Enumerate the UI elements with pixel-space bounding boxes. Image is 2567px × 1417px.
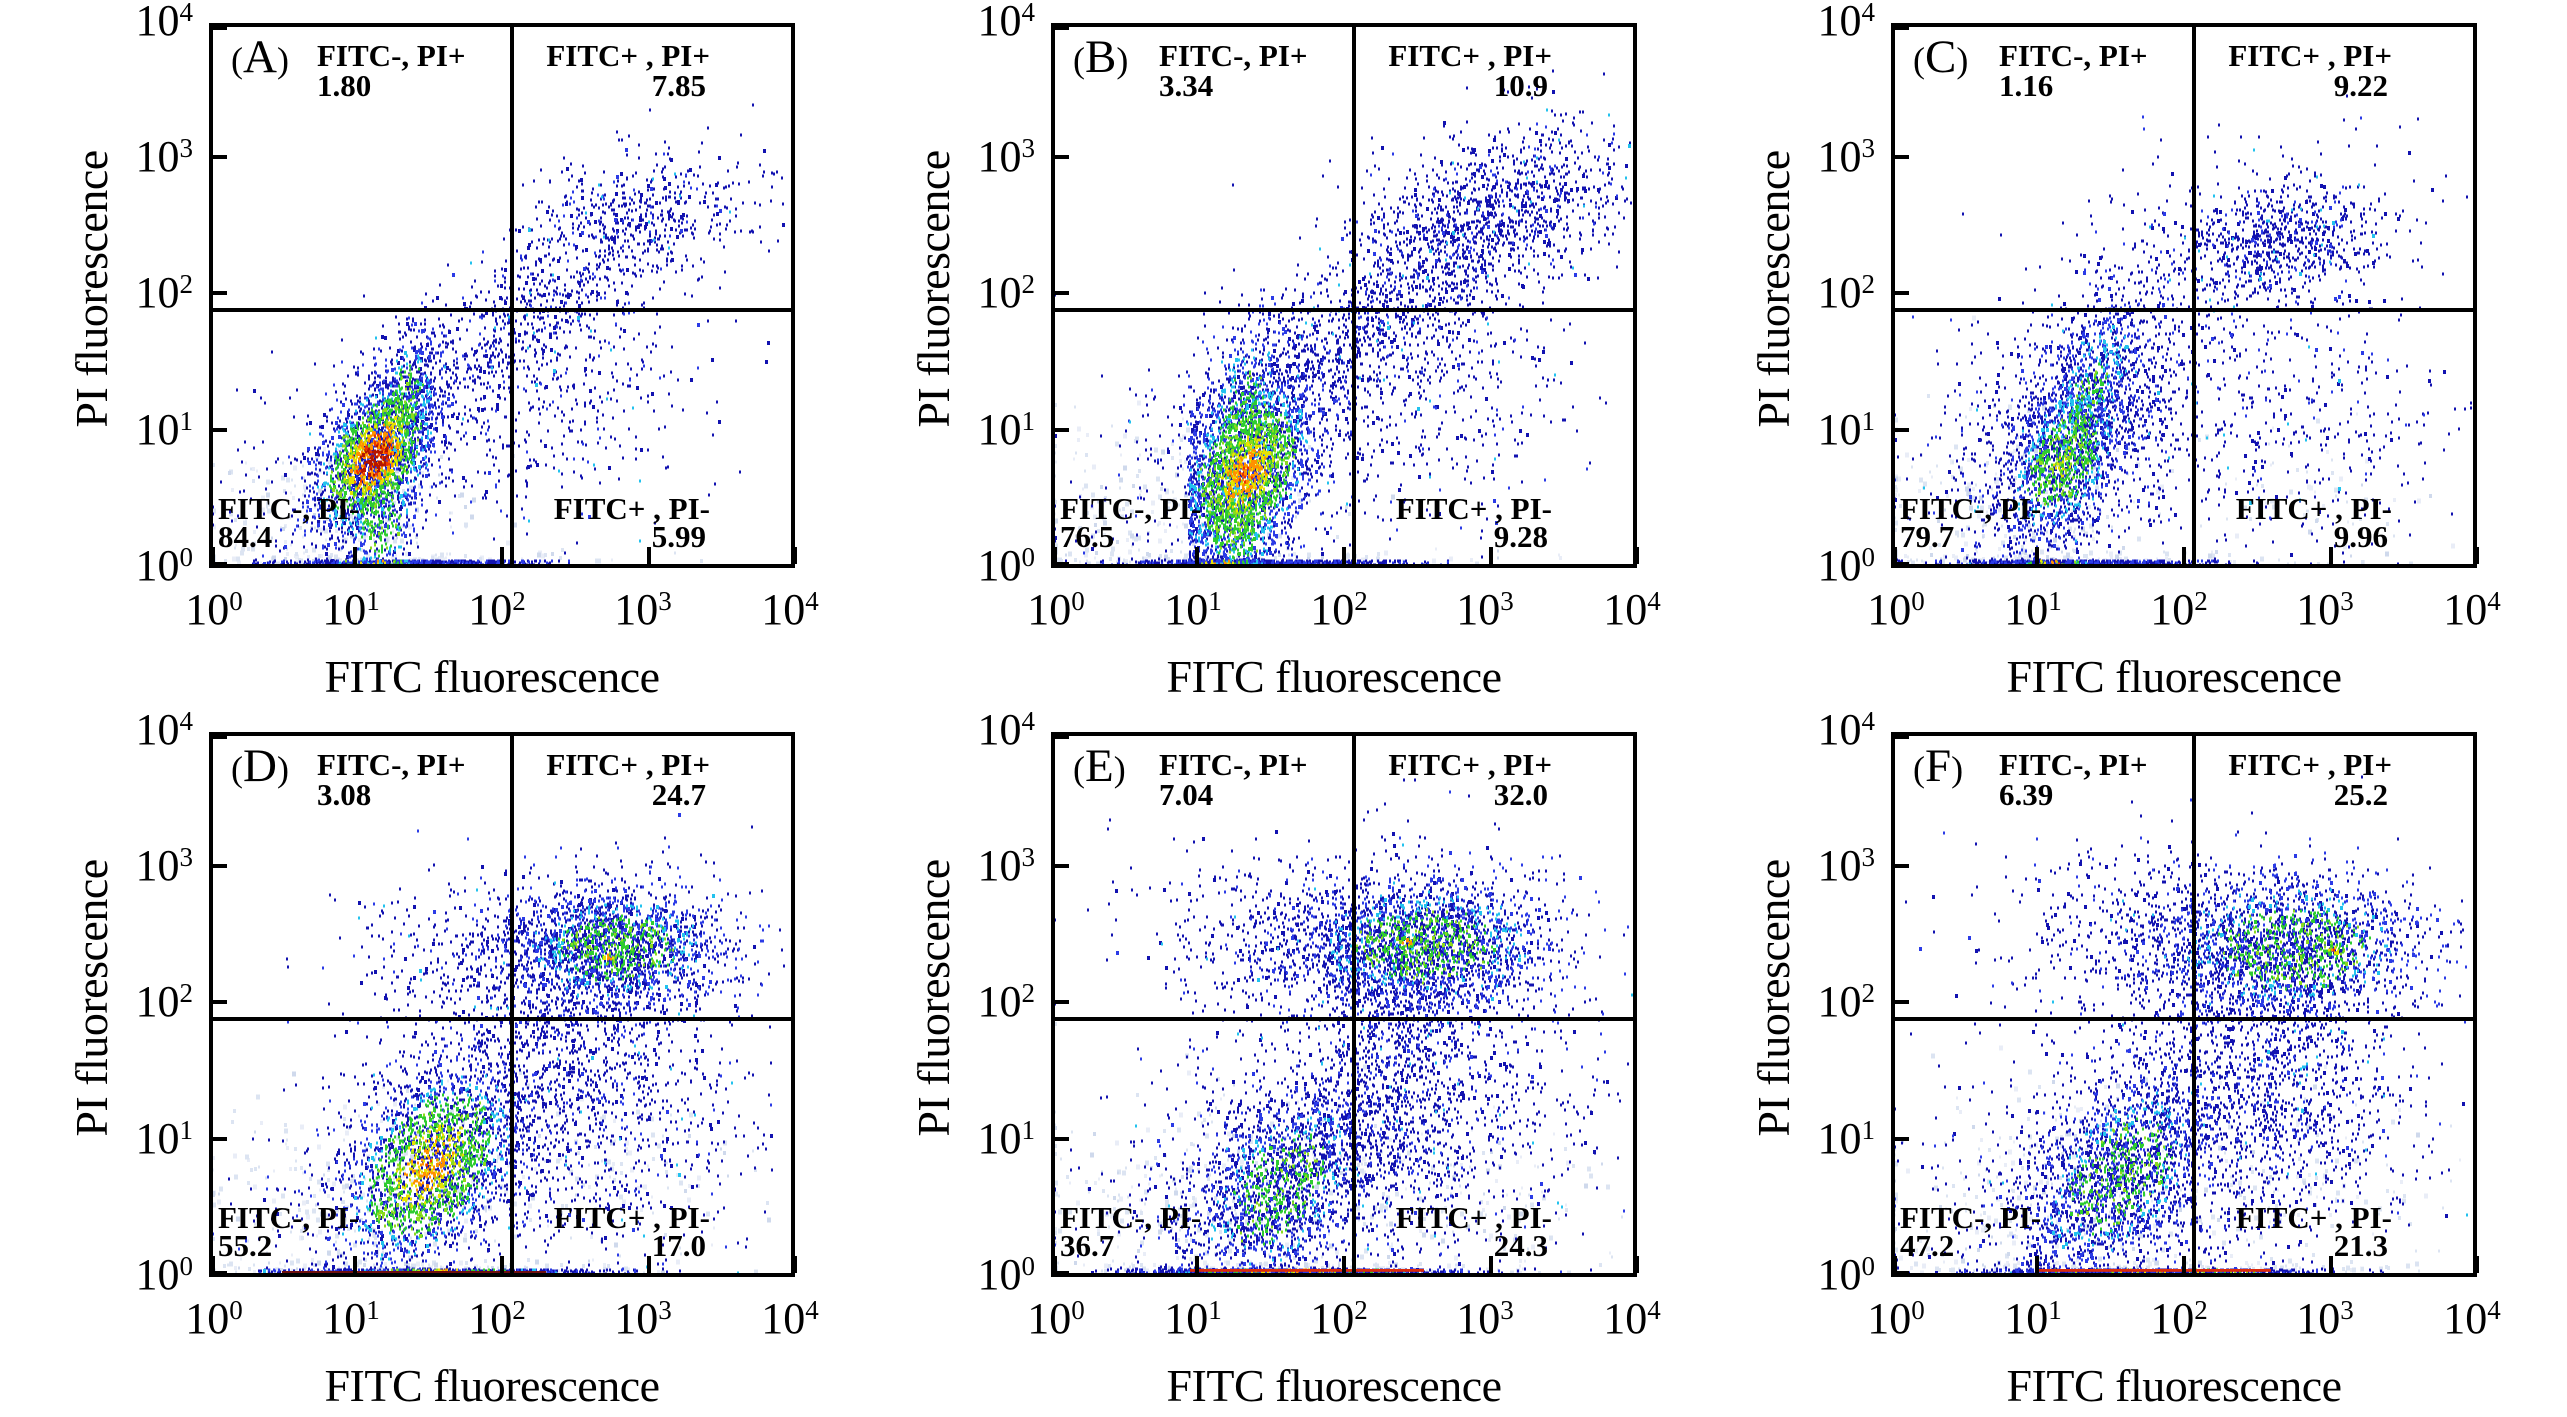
svg-text:FITC+ , PI-: FITC+ , PI- (2236, 491, 2392, 526)
svg-text:3.34: 3.34 (1159, 68, 1213, 103)
svg-text:PI fluorescence: PI fluorescence (66, 150, 117, 427)
svg-text:FITC+ , PI+: FITC+ , PI+ (546, 38, 710, 73)
svg-text:FITC+ , PI+: FITC+ , PI+ (2228, 38, 2392, 73)
svg-text:55.2: 55.2 (218, 1228, 272, 1263)
svg-text:102: 102 (468, 585, 526, 634)
svg-text:(E): (E) (1073, 740, 1126, 792)
svg-text:32.0: 32.0 (1494, 777, 1548, 812)
svg-text:FITC+ , PI-: FITC+ , PI- (1396, 491, 1552, 526)
svg-text:5.99: 5.99 (652, 519, 706, 554)
svg-text:FITC+ , PI+: FITC+ , PI+ (1388, 747, 1552, 782)
svg-text:(F): (F) (1913, 740, 1963, 792)
svg-text:103: 103 (1456, 585, 1514, 634)
svg-text:103: 103 (136, 841, 194, 890)
svg-text:FITC+ , PI+: FITC+ , PI+ (546, 747, 710, 782)
svg-text:FITC+ , PI-: FITC+ , PI- (1396, 1200, 1552, 1235)
svg-text:FITC-, PI+: FITC-, PI+ (1159, 747, 1308, 782)
svg-text:104: 104 (1603, 1294, 1661, 1343)
svg-text:FITC fluorescence: FITC fluorescence (324, 1360, 659, 1411)
svg-text:PI fluorescence: PI fluorescence (908, 150, 959, 427)
svg-text:36.7: 36.7 (1060, 1228, 1114, 1263)
svg-text:FITC fluorescence: FITC fluorescence (1166, 1360, 1501, 1411)
svg-text:104: 104 (136, 705, 194, 754)
svg-text:84.4: 84.4 (218, 519, 272, 554)
svg-text:47.2: 47.2 (1900, 1228, 1954, 1263)
svg-text:6.39: 6.39 (1999, 777, 2053, 812)
svg-text:PI fluorescence: PI fluorescence (1748, 150, 1799, 427)
svg-text:24.7: 24.7 (652, 777, 706, 812)
svg-text:9.22: 9.22 (2334, 68, 2388, 103)
svg-text:FITC-, PI-: FITC-, PI- (1900, 1200, 2041, 1235)
svg-text:25.2: 25.2 (2334, 777, 2388, 812)
svg-text:103: 103 (978, 132, 1036, 181)
svg-text:100: 100 (136, 541, 194, 590)
svg-text:FITC-, PI-: FITC-, PI- (1060, 491, 1201, 526)
svg-text:FITC fluorescence: FITC fluorescence (2006, 651, 2341, 702)
svg-text:3.08: 3.08 (317, 777, 371, 812)
svg-text:104: 104 (136, 0, 194, 45)
svg-text:FITC+ , PI-: FITC+ , PI- (554, 491, 710, 526)
svg-text:76.5: 76.5 (1060, 519, 1114, 554)
svg-text:102: 102 (2150, 585, 2208, 634)
svg-text:103: 103 (1818, 841, 1876, 890)
svg-text:103: 103 (2296, 1294, 2354, 1343)
svg-text:1.80: 1.80 (317, 68, 371, 103)
svg-text:104: 104 (2443, 1294, 2501, 1343)
svg-text:FITC fluorescence: FITC fluorescence (1166, 651, 1501, 702)
svg-text:17.0: 17.0 (652, 1228, 706, 1263)
svg-text:79.7: 79.7 (1900, 519, 1954, 554)
svg-text:FITC+ , PI-: FITC+ , PI- (554, 1200, 710, 1235)
svg-text:1.16: 1.16 (1999, 68, 2053, 103)
svg-text:FITC fluorescence: FITC fluorescence (2006, 1360, 2341, 1411)
svg-text:104: 104 (761, 1294, 819, 1343)
svg-text:FITC-, PI+: FITC-, PI+ (317, 747, 466, 782)
svg-text:FITC-, PI-: FITC-, PI- (1060, 1200, 1201, 1235)
svg-text:(D): (D) (231, 740, 289, 792)
svg-text:9.28: 9.28 (1494, 519, 1548, 554)
svg-text:104: 104 (2443, 585, 2501, 634)
svg-text:21.3: 21.3 (2334, 1228, 2388, 1263)
svg-text:102: 102 (978, 977, 1036, 1026)
svg-text:100: 100 (978, 1250, 1036, 1299)
svg-text:10.9: 10.9 (1494, 68, 1548, 103)
svg-text:(C): (C) (1913, 31, 1968, 83)
svg-text:102: 102 (2150, 1294, 2208, 1343)
svg-text:24.3: 24.3 (1494, 1228, 1548, 1263)
svg-text:FITC fluorescence: FITC fluorescence (324, 651, 659, 702)
svg-text:FITC+ , PI+: FITC+ , PI+ (1388, 38, 1552, 73)
svg-text:PI fluorescence: PI fluorescence (66, 859, 117, 1136)
svg-text:FITC-, PI+: FITC-, PI+ (1159, 38, 1308, 73)
svg-text:PI fluorescence: PI fluorescence (908, 859, 959, 1136)
svg-text:FITC-, PI+: FITC-, PI+ (1999, 747, 2148, 782)
svg-text:103: 103 (978, 841, 1036, 890)
svg-text:100: 100 (1027, 1294, 1085, 1343)
svg-text:9.96: 9.96 (2334, 519, 2388, 554)
svg-text:FITC-, PI-: FITC-, PI- (218, 1200, 359, 1235)
svg-text:FITC+ , PI-: FITC+ , PI- (2236, 1200, 2392, 1235)
svg-text:PI fluorescence: PI fluorescence (1748, 859, 1799, 1136)
svg-text:FITC-, PI-: FITC-, PI- (1900, 491, 2041, 526)
svg-text:FITC-, PI+: FITC-, PI+ (1999, 38, 2148, 73)
svg-text:7.85: 7.85 (652, 68, 706, 103)
svg-text:FITC-, PI-: FITC-, PI- (218, 491, 359, 526)
svg-text:FITC-, PI+: FITC-, PI+ (317, 38, 466, 73)
svg-text:FITC+ , PI+: FITC+ , PI+ (2228, 747, 2392, 782)
svg-text:(A): (A) (231, 31, 289, 83)
svg-text:(B): (B) (1073, 31, 1128, 83)
svg-text:7.04: 7.04 (1159, 777, 1213, 812)
